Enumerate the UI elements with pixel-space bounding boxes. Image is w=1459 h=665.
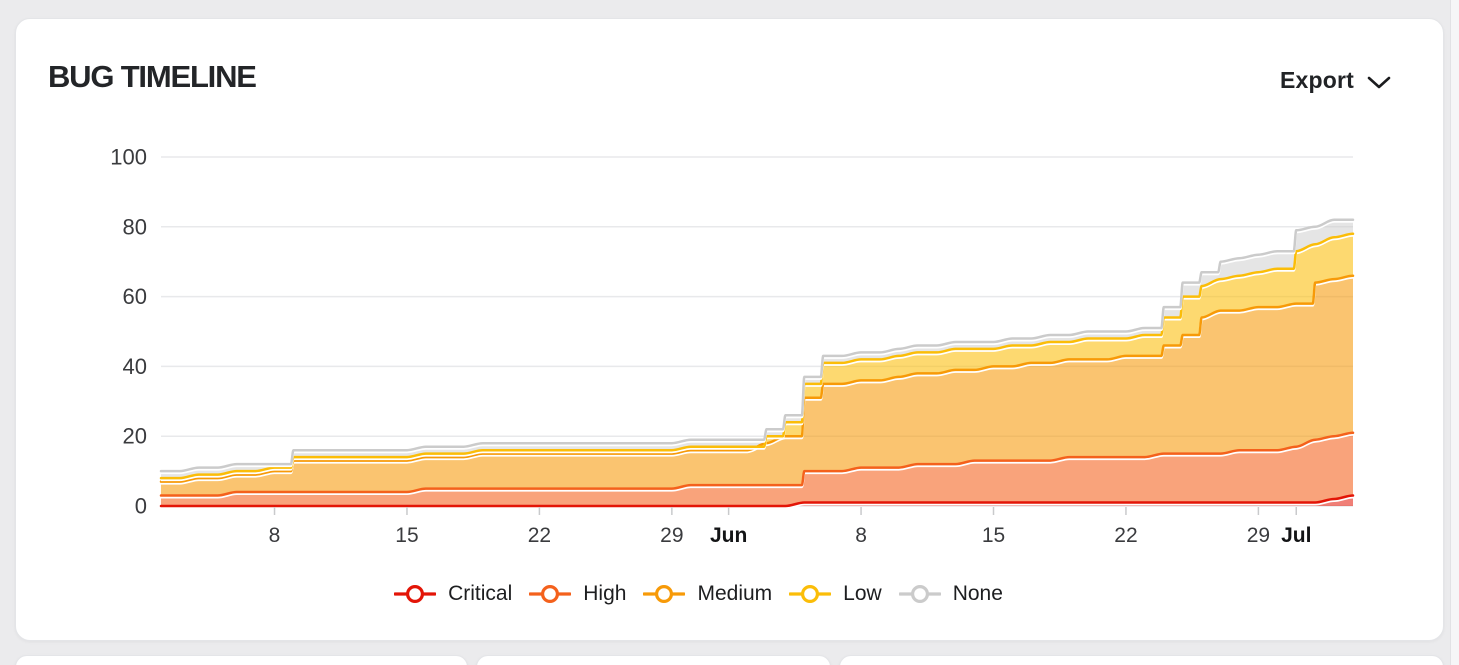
bug-timeline-card: BUG TIMELINE Export 0 20 40 60 80 100 8 15 22 29 J… [15,18,1444,641]
scrollbar-track[interactable] [1450,0,1459,665]
legend-marker-critical-icon [394,584,437,604]
y-tick-label: 0 [135,494,147,519]
legend-marker-low-icon [789,584,832,604]
export-label: Export [1279,66,1354,93]
line-glow-high [160,433,1354,499]
chevron-down-icon [1367,76,1391,88]
x-tick-label: 8 [269,524,281,547]
bottom-card-1 [15,655,468,665]
line-glow-critical [160,495,1354,510]
legend-label-none: None [952,582,1003,605]
chart-title: BUG TIMELINE [48,59,257,94]
x-tick-label: 15 [395,524,418,547]
x-tick-label: 29 [660,524,683,547]
legend-item-low[interactable]: Low [789,582,882,606]
x-tick-label: 22 [528,524,551,547]
legend-label-high: High [583,582,627,605]
legend-marker-medium-icon [643,584,686,604]
line-high [159,431,1355,497]
y-tick-label: 80 [123,214,147,239]
line-none [159,218,1355,473]
legend-label-medium: Medium [697,582,773,605]
line-medium [159,274,1355,483]
legend-item-high[interactable]: High [529,582,626,606]
chart-legend: Critical High Medium Low None [0,582,1412,606]
x-tick-label: Jun [710,524,747,547]
y-tick-label: 100 [110,145,147,170]
legend-label-low: Low [843,582,882,605]
card-header: BUG TIMELINE Export [48,57,1411,97]
legend-marker-high-icon [529,584,572,604]
bottom-card-2 [476,655,831,665]
export-button[interactable]: Export [1280,60,1391,100]
y-tick-label: 40 [123,354,147,379]
bottom-card-3 [839,655,1444,665]
legend-marker-none-icon [898,584,941,604]
legend-item-none[interactable]: None [898,582,1003,606]
legend-label-critical: Critical [448,582,513,605]
x-tick-label: 8 [855,524,867,547]
x-tick-label: Jul [1281,524,1311,547]
y-tick-label: 60 [123,284,147,309]
x-tick-label: 22 [1114,524,1137,547]
legend-item-medium[interactable]: Medium [643,582,772,606]
bug-timeline-chart[interactable]: 0 20 40 60 80 100 8 15 22 29 Jun 8 15 22 29 Jul [16,19,1445,642]
area-medium [161,275,1353,496]
legend-item-critical[interactable]: Critical [394,582,512,606]
x-tick-label: 29 [1247,524,1270,547]
area-high [161,432,1353,506]
x-tick-label: 15 [982,524,1005,547]
line-critical [159,494,1355,508]
y-tick-label: 20 [123,424,147,449]
